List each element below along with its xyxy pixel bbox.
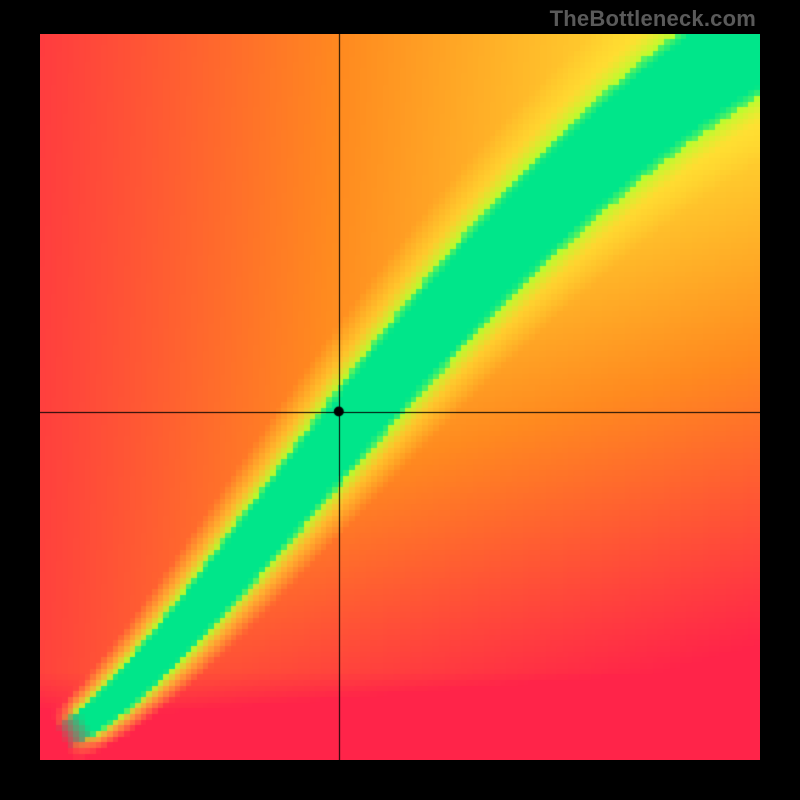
chart-frame: TheBottleneck.com [0,0,800,800]
plot-area [40,34,760,760]
heatmap-canvas [40,34,760,760]
watermark-text: TheBottleneck.com [550,6,756,32]
